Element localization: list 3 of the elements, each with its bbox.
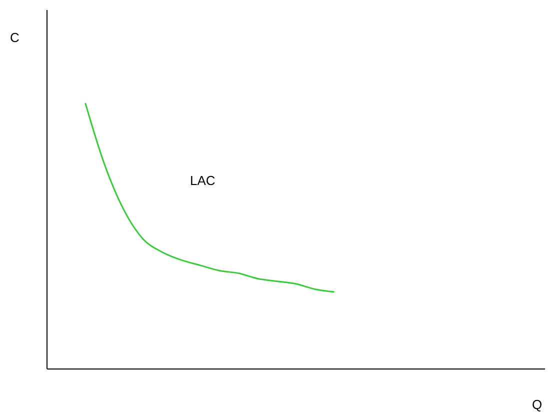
y-axis-title: C	[10, 30, 20, 45]
text: LAC	[190, 173, 216, 188]
x-axis-title: Q	[532, 397, 542, 412]
